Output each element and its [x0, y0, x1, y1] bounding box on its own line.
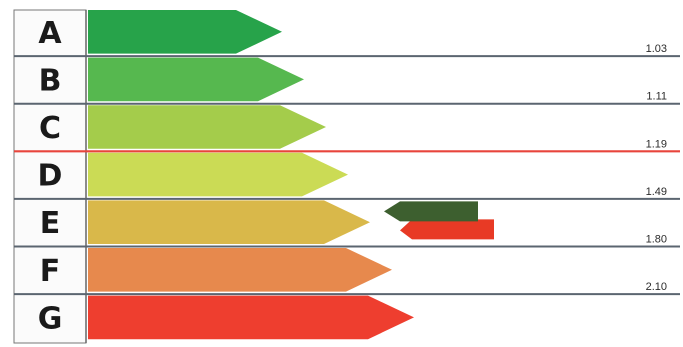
- grade-label-d: D: [38, 159, 63, 194]
- threshold-label-5: 1.80: [646, 234, 667, 246]
- rating-arrow-g: [88, 295, 414, 340]
- threshold-label-1: 1.03: [646, 43, 667, 55]
- rating-arrow-f: [88, 248, 392, 292]
- grade-label-f: F: [40, 254, 61, 289]
- rating-arrow-a: [88, 10, 282, 54]
- rating-arrow-b: [88, 57, 304, 102]
- threshold-label-2: 1.11: [646, 91, 667, 103]
- rating-arrow-d: [88, 152, 348, 197]
- rating-marker-green: [384, 201, 478, 222]
- rating-markers: [384, 201, 494, 240]
- grade-label-a: A: [38, 16, 62, 51]
- grade-label-c: C: [39, 111, 61, 146]
- grade-label-e: E: [40, 206, 61, 241]
- rating-arrow-e: [88, 200, 370, 244]
- grade-label-b: B: [39, 63, 62, 98]
- threshold-label-3: 1.19: [646, 138, 667, 150]
- label-column: [13, 9, 87, 344]
- rating-marker-red: [400, 219, 494, 240]
- threshold-label-4: 1.49: [646, 186, 667, 198]
- rating-arrow-c: [88, 105, 326, 149]
- grade-label-g: G: [38, 301, 63, 336]
- threshold-lines: 1.03 1.11 1.19 1.49 1.80 2.10: [14, 43, 680, 296]
- threshold-label-6: 2.10: [646, 281, 667, 293]
